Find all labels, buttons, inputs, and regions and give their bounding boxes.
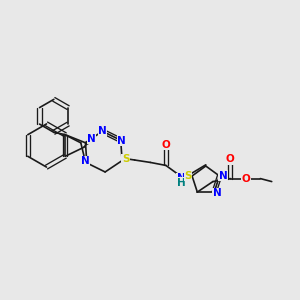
Text: N: N [219, 171, 227, 181]
Text: H: H [176, 178, 185, 188]
Text: O: O [242, 174, 250, 184]
Text: O: O [161, 140, 170, 150]
Text: N: N [98, 126, 107, 136]
Text: O: O [226, 154, 235, 164]
Text: N: N [87, 134, 96, 144]
Text: N: N [81, 157, 90, 166]
Text: S: S [122, 154, 129, 164]
Text: N: N [213, 188, 222, 198]
Text: S: S [184, 171, 192, 181]
Text: N: N [176, 173, 185, 183]
Text: N: N [117, 136, 126, 146]
